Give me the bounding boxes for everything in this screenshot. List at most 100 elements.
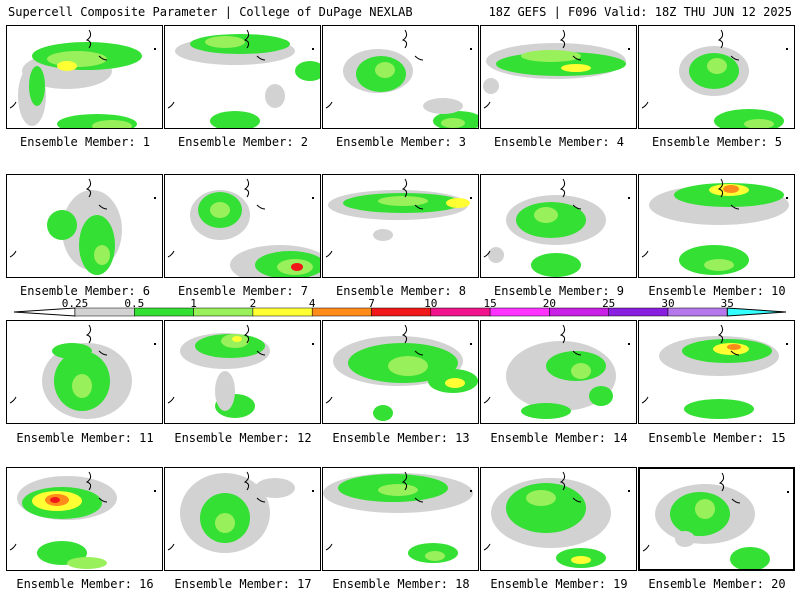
contour-region [215,371,235,411]
contour-region [531,253,581,277]
scp-contour-map [9,471,156,569]
coastline [9,471,108,551]
ensemble-panel[interactable] [480,467,637,571]
scp-contour-map [9,29,156,128]
scale-tick-label: 4 [308,297,316,310]
contour-region [378,196,428,206]
ensemble-panel[interactable] [322,25,479,129]
scp-contour-map [323,471,473,563]
scp-contour-map [167,471,314,553]
scp-contour-map [9,324,156,419]
contour-region [704,259,734,271]
ensemble-panel[interactable] [638,174,795,278]
ensemble-member-label: Ensemble Member: 17 [174,577,312,591]
ensemble-member-label: Ensemble Member: 3 [335,135,467,149]
contour-region [57,61,77,71]
coastline [325,178,424,258]
coastline [641,324,740,404]
ensemble-panel[interactable] [322,320,479,424]
coastline [167,471,266,551]
ensemble-panel[interactable] [6,25,163,129]
island-marker [470,490,472,492]
page-title: Supercell Composite Parameter | College … [8,5,413,19]
island-marker [312,197,314,199]
ensemble-panel[interactable] [638,320,795,424]
ensemble-member-label: Ensemble Member: 5 [651,135,783,149]
ensemble-member-label: Ensemble Member: 18 [332,577,470,591]
coastline [9,324,108,404]
contour-region [506,483,586,533]
scale-swatch [549,307,609,317]
ensemble-panel[interactable] [164,25,321,129]
contour-region [483,78,499,94]
contour-region [589,386,613,406]
contour-region [446,198,470,208]
island-marker [786,48,788,50]
ensemble-panel[interactable] [638,467,795,571]
contour-region [727,344,741,350]
contour-region [534,207,558,223]
contour-region [707,58,727,74]
scale-tick-label: 10 [424,297,438,310]
ensemble-panel[interactable] [164,320,321,424]
island-marker [154,48,156,50]
contour-region [744,119,774,128]
ensemble-panel[interactable] [480,25,637,129]
contour-region [441,118,465,128]
scale-tick-label: 20 [542,297,557,310]
contour-region [445,378,465,388]
ensemble-member-label: Ensemble Member: 14 [490,431,628,445]
scale-swatch [489,307,550,317]
coastline [325,29,424,109]
contour-region [210,202,230,218]
ensemble-panel[interactable] [6,467,163,571]
island-marker [312,490,314,492]
scp-contour-map [483,29,630,109]
ensemble-panel[interactable] [322,467,479,571]
coastline [167,324,266,404]
contour-region [488,247,504,263]
island-marker [628,343,630,345]
scp-contour-map [483,178,630,277]
ensemble-panel[interactable] [164,467,321,571]
scale-swatch [193,307,254,317]
scp-contour-map [325,178,472,258]
scale-tick-label: 15 [483,297,497,310]
contour-region [67,557,107,569]
island-marker [312,48,314,50]
scale-swatch [252,307,313,317]
ensemble-panel[interactable] [322,174,479,278]
coastline [325,324,424,404]
contour-region [265,84,285,108]
ensemble-member-label: Ensemble Member: 1 [19,135,151,149]
ensemble-panel[interactable] [6,174,163,278]
ensemble-member-label: Ensemble Member: 19 [490,577,628,591]
scp-contour-map [167,324,314,418]
coastline [483,324,582,404]
contour-region [255,478,295,498]
coastline [483,29,582,109]
ensemble-panel[interactable] [480,174,637,278]
scale-right-arrow [726,307,787,317]
ensemble-panel[interactable] [6,320,163,424]
contour-region [730,547,770,569]
contour-region [72,374,92,398]
contour-region [571,363,591,379]
scp-contour-map [483,471,630,568]
contour-region [94,245,110,265]
ensemble-panel[interactable] [164,174,321,278]
contour-region [47,51,107,67]
scale-tick-label: 25 [602,297,616,310]
ensemble-member-label: Ensemble Member: 9 [493,284,625,298]
contour-region [423,98,463,114]
color-scale-bar [13,307,787,317]
scale-tick-label: 1 [190,297,197,310]
ensemble-panel[interactable] [480,320,637,424]
ensemble-member-label: Ensemble Member: 16 [16,577,154,591]
contour-region [521,50,581,62]
ensemble-panel[interactable] [638,25,795,129]
scp-contour-map [325,29,478,128]
ensemble-member-label: Ensemble Member: 2 [177,135,309,149]
contour-region [675,531,695,547]
valid-time: 18Z GEFS | F096 Valid: 18Z THU JUN 12 20… [488,5,792,19]
